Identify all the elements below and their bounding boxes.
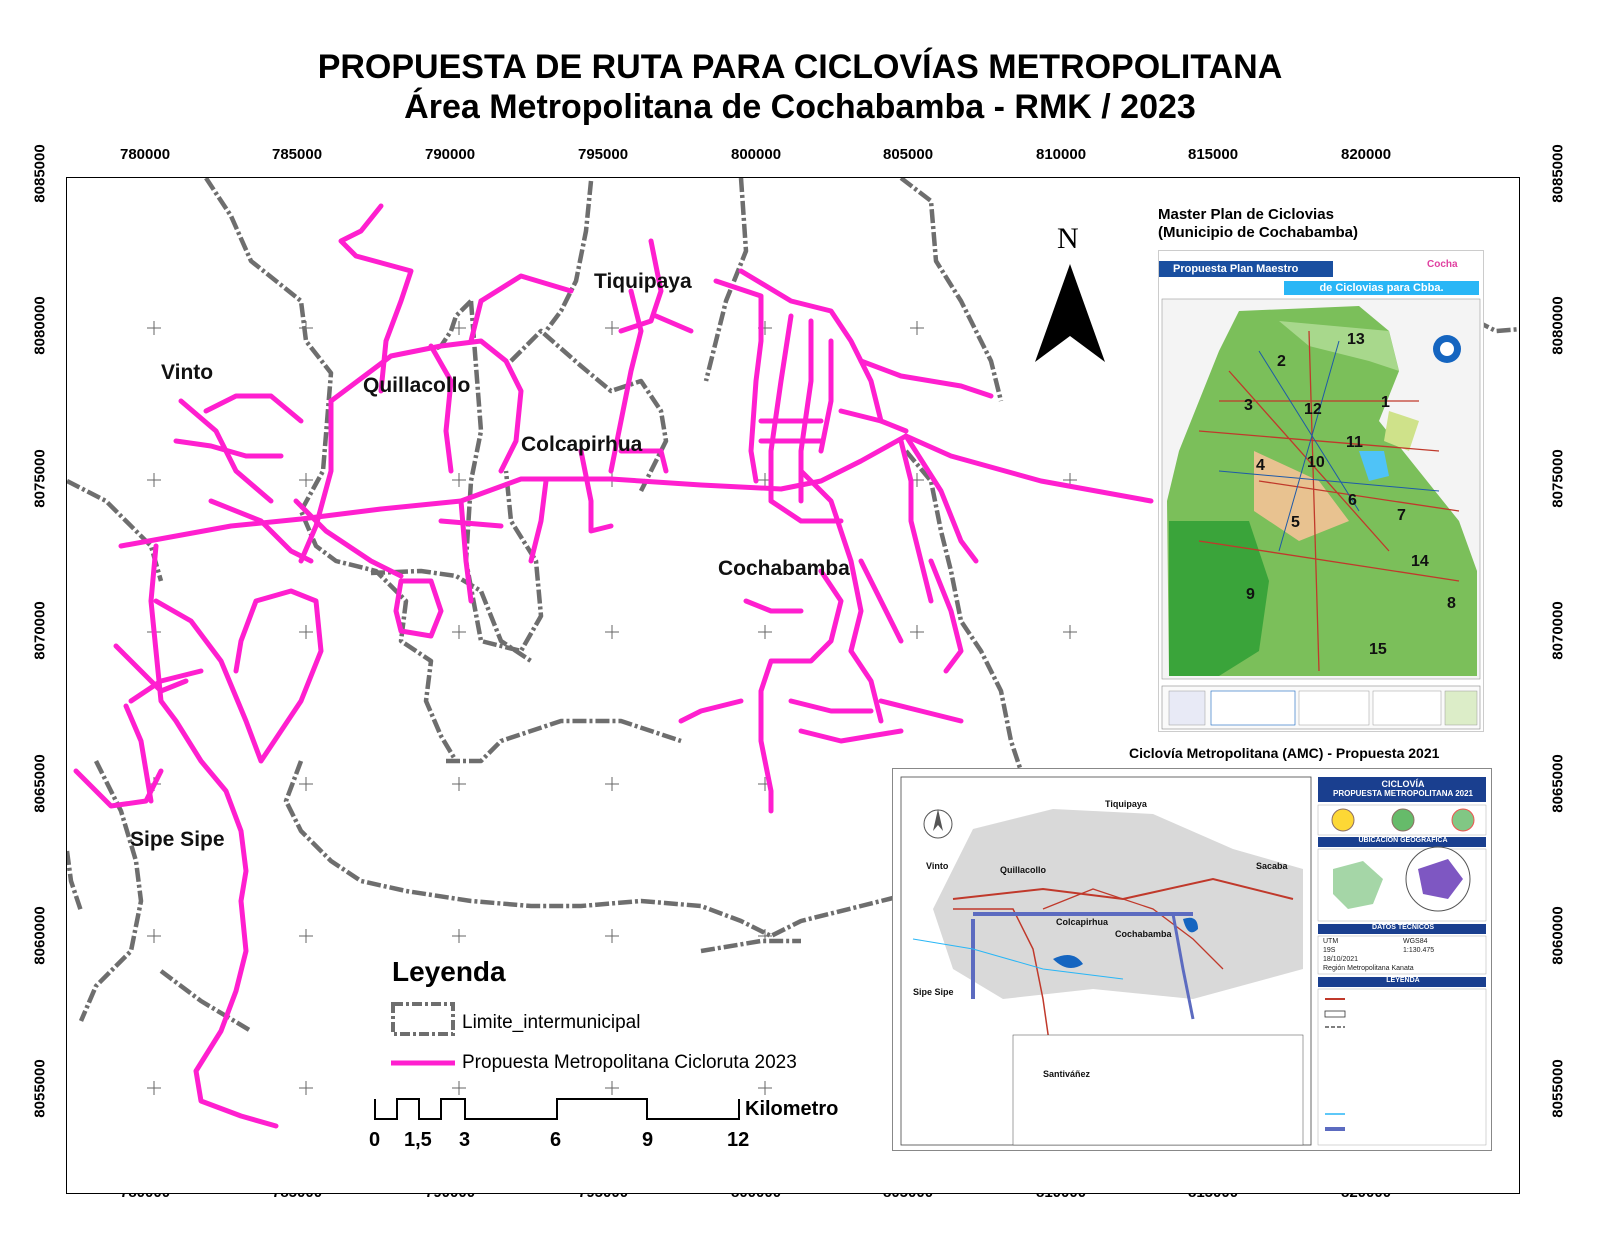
x-tick-label: 800000: [731, 146, 782, 163]
y-tick-label: 8075000: [1549, 449, 1567, 508]
tech-proyeccion: UTM: [1323, 938, 1339, 945]
y-tick-label: 8060000: [31, 906, 49, 965]
map-canvas: [67, 178, 1519, 1129]
inset1-banner1: Propuesta Plan Maestro: [1159, 261, 1333, 277]
map-title: PROPUESTA DE RUTA PARA CICLOVÍAS METROPO…: [317, 48, 1283, 86]
district-label: 4: [1256, 457, 1265, 474]
place-label-colcapirhua: Colcapirhua: [521, 433, 643, 456]
inset1-subtitle: (Municipio de Cochabamba): [1158, 224, 1359, 241]
y-tick-label: 8085000: [1549, 144, 1567, 203]
scale-label: 1,5: [404, 1129, 432, 1151]
y-tick-label: 8065000: [31, 754, 49, 813]
legend-symbols: [391, 1002, 455, 1066]
district-label: 2: [1277, 353, 1286, 370]
district-label: 7: [1397, 507, 1406, 524]
inset1-banner2: de Ciclovias para Cbba.: [1284, 281, 1479, 295]
legend-item-route: Propuesta Metropolitana Cicloruta 2023: [462, 1052, 797, 1073]
place-label-quillacollo: Quillacollo: [363, 374, 471, 397]
inset1-logo: Cocha: [1427, 259, 1458, 270]
tech-fuente: Región Metropolitana Kanata: [1323, 965, 1414, 972]
tech-fecha: 18/10/2021: [1323, 956, 1359, 963]
scale-label: 3: [459, 1129, 471, 1151]
tech-zona: 19S: [1323, 947, 1336, 954]
y-tick-label: 8070000: [31, 601, 49, 660]
x-tick-label: 790000: [425, 146, 476, 163]
x-tick-label: 805000: [883, 146, 934, 163]
district-label: 3: [1244, 397, 1253, 414]
map-subtitle: Área Metropolitana de Cochabamba - RMK /…: [404, 88, 1196, 126]
district-label: 13: [1347, 331, 1365, 348]
scale-label: 9: [642, 1129, 654, 1151]
inset1-master-plan: Propuesta Plan Maestro de Ciclovias para…: [1158, 250, 1484, 732]
north-arrow-icon: [1035, 264, 1105, 362]
inset2-place: Santiváñez: [1043, 1069, 1091, 1079]
y-tick-label: 8060000: [1549, 906, 1567, 965]
inset2-place: Colcapirhua: [1056, 917, 1109, 927]
inset2-map: [900, 776, 1487, 1146]
inset2-place: Sacaba: [1256, 861, 1288, 871]
district-label: 11: [1346, 434, 1363, 451]
scale-bar: [374, 1098, 740, 1120]
tech-escala: 1:130.475: [1403, 947, 1435, 954]
inset2-metropolitan: CICLOVÍA PROPUESTA METROPOLITANA 2021 UB…: [892, 768, 1492, 1151]
scale-label: 6: [550, 1129, 562, 1151]
tech-datum: WGS84: [1403, 938, 1428, 945]
inset1-title: Master Plan de Ciclovias: [1158, 206, 1334, 223]
scale-label: 0: [369, 1129, 381, 1151]
place-label-sipe-sipe: Sipe Sipe: [130, 828, 225, 851]
x-tick-label: 780000: [120, 146, 171, 163]
place-label-tiquipaya: Tiquipaya: [594, 270, 692, 293]
inset2-legend-header: LEYENDA: [1386, 977, 1420, 984]
scale-label: 12: [727, 1129, 750, 1151]
place-label-vinto: Vinto: [161, 361, 214, 384]
north-arrow: N: [1035, 222, 1105, 362]
district-label: 1: [1381, 394, 1390, 411]
inset1-map: [1161, 298, 1481, 730]
district-label: 14: [1411, 553, 1429, 570]
y-tick-label: 8070000: [1549, 601, 1567, 660]
y-tick-label: 8080000: [31, 296, 49, 355]
district-label: 12: [1304, 401, 1322, 418]
place-label-cochabamba: Cochabamba: [718, 557, 850, 580]
inset2-tech-header: DATOS TÉCNICOS: [1372, 924, 1434, 931]
legend-title: Leyenda: [392, 956, 506, 987]
district-label: 9: [1246, 586, 1255, 603]
district-label: 10: [1307, 454, 1325, 471]
y-tick-label: 8055000: [1549, 1059, 1567, 1118]
inset2-location-header: UBICACIÓN GEOGRÁFICA: [1358, 837, 1448, 844]
inset2-place: Cochabamba: [1115, 929, 1172, 939]
cycle-routes: [73, 203, 1154, 1129]
district-label: 15: [1369, 641, 1387, 658]
district-label: 6: [1348, 492, 1357, 509]
x-tick-label: 820000: [1341, 146, 1392, 163]
inset2-place: Quillacollo: [1000, 865, 1047, 875]
north-label: N: [1057, 222, 1079, 255]
inset2-header2: PROPUESTA METROPOLITANA 2021: [1332, 789, 1474, 798]
x-tick-label: 810000: [1036, 146, 1087, 163]
y-tick-label: 8055000: [31, 1059, 49, 1118]
y-tick-label: 8065000: [1549, 754, 1567, 813]
inset2-title: Ciclovía Metropolitana (AMC) - Propuesta…: [1129, 745, 1440, 761]
x-tick-label: 815000: [1188, 146, 1239, 163]
x-tick-label: 795000: [578, 146, 629, 163]
district-label: 5: [1291, 514, 1300, 531]
y-tick-label: 8085000: [31, 144, 49, 203]
legend-item-boundary: Limite_intermunicipal: [462, 1012, 641, 1033]
district-label: 8: [1447, 595, 1456, 612]
inset2-header1: CICLOVÍA: [1381, 779, 1425, 789]
inset2-place: Vinto: [926, 861, 949, 871]
y-tick-label: 8075000: [31, 449, 49, 508]
scale-unit: Kilometro: [745, 1098, 839, 1120]
map-frame: Vinto Quillacollo Colcapirhua Tiquipaya …: [66, 177, 1520, 1194]
x-tick-label: 785000: [272, 146, 323, 163]
inset2-place: Tiquipaya: [1105, 799, 1147, 809]
y-tick-label: 8080000: [1549, 296, 1567, 355]
inset2-place: Sipe Sipe: [913, 987, 954, 997]
